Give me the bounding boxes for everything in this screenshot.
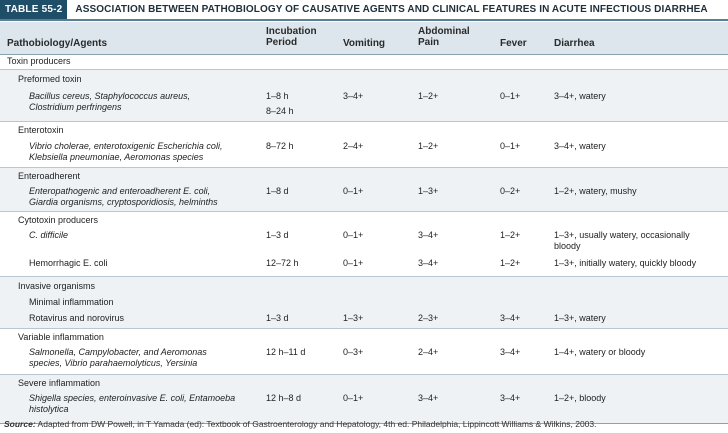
- pain-cell: 3–4+: [418, 393, 439, 403]
- table-title-bar: TABLE 55-2 ASSOCIATION BETWEEN PATHOBIOL…: [0, 0, 728, 21]
- table-row: Severe inflammation Shigella species, en…: [0, 374, 728, 424]
- diarrhea-cell: 3–4+, watery: [554, 91, 606, 101]
- table-row: Toxin producers: [0, 55, 728, 69]
- vomiting-cell: 0–1+: [343, 230, 364, 240]
- subcategory-label: Severe inflammation: [18, 378, 101, 388]
- source-note: Source: Adapted from DW Powell, in T Yam…: [4, 419, 596, 429]
- header-diarrhea: Diarrhea: [554, 38, 595, 49]
- subcategory-label: Preformed toxin: [18, 74, 82, 84]
- table-number: TABLE 55-2: [0, 0, 68, 19]
- diarrhea-cell: 1–2+, bloody: [554, 393, 606, 403]
- subcategory-label: Minimal inflammation: [29, 297, 114, 307]
- pain-cell: 1–3+: [418, 186, 439, 196]
- incubation-cell: 12 h–11 d: [266, 347, 306, 357]
- fever-cell: 3–4+: [500, 393, 521, 403]
- incubation-cell: 12–72 h: [266, 258, 299, 268]
- pain-cell: 2–4+: [418, 347, 439, 357]
- pain-cell: 1–2+: [418, 91, 439, 101]
- subcategory-label: Cytotoxin producers: [18, 215, 99, 225]
- table-body: Toxin producers Preformed toxin Bacillus…: [0, 55, 728, 424]
- agent-cell: Hemorrhagic E. coli: [29, 258, 108, 268]
- table-row: Variable inflammation Salmonella, Campyl…: [0, 328, 728, 374]
- diarrhea-cell: 1–3+, watery: [554, 313, 606, 323]
- table-row: Enterotoxin Vibrio cholerae, enterotoxig…: [0, 121, 728, 167]
- diarrhea-cell: 1–3+, initially watery, quickly bloody: [554, 258, 697, 268]
- incubation-cell: 1–3 d: [266, 313, 289, 323]
- header-vomiting: Vomiting: [343, 38, 386, 49]
- table-row: Preformed toxin Bacillus cereus, Staphyl…: [0, 69, 728, 121]
- source-text: Adapted from DW Powell, in T Yamada (ed)…: [35, 419, 597, 429]
- diarrhea-cell: 1–3+, usually watery, occasionally blood…: [554, 230, 690, 251]
- vomiting-cell: 0–1+: [343, 393, 364, 403]
- agent-cell: C. difficile: [29, 230, 69, 240]
- agent-cell: Bacillus cereus, Staphylococcus aureus, …: [29, 91, 191, 112]
- fever-cell: 0–2+: [500, 186, 521, 196]
- diarrhea-cell: 1–4+, watery or bloody: [554, 347, 646, 357]
- table-header: Pathobiology/Agents Incubation Period Vo…: [0, 22, 728, 55]
- fever-cell: 3–4+: [500, 313, 521, 323]
- agent-cell: Salmonella, Campylobacter, and Aeromonas…: [29, 347, 207, 368]
- table-title: ASSOCIATION BETWEEN PATHOBIOLOGY OF CAUS…: [75, 4, 708, 15]
- vomiting-cell: 1–3+: [343, 313, 364, 323]
- diarrhea-cell: 3–4+, watery: [554, 141, 606, 151]
- agent-cell: Shigella species, enteroinvasive E. coli…: [29, 393, 236, 414]
- source-label: Source:: [4, 419, 36, 429]
- vomiting-cell: 0–1+: [343, 186, 364, 196]
- pain-cell: 2–3+: [418, 313, 439, 323]
- vomiting-cell: 2–4+: [343, 141, 364, 151]
- vomiting-cell: 0–1+: [343, 258, 364, 268]
- pain-cell: 3–4+: [418, 230, 439, 240]
- pain-cell: 3–4+: [418, 258, 439, 268]
- fever-cell: 0–1+: [500, 141, 521, 151]
- header-fever: Fever: [500, 38, 527, 49]
- table-row: Invasive organisms Minimal inflammation …: [0, 276, 728, 328]
- diarrhea-cell: 1–2+, watery, mushy: [554, 186, 637, 196]
- agent-cell: Vibrio cholerae, enterotoxigenic Escheri…: [29, 141, 223, 162]
- pain-cell: 1–2+: [418, 141, 439, 151]
- agent-cell: Enteropathogenic and enteroadherent E. c…: [29, 186, 218, 207]
- header-incubation: Incubation Period: [266, 26, 317, 48]
- subcategory-label: Enterotoxin: [18, 125, 64, 135]
- agent-cell: Rotavirus and norovirus: [29, 313, 125, 323]
- subcategory-label: Variable inflammation: [18, 332, 104, 342]
- header-agents: Pathobiology/Agents: [7, 38, 107, 49]
- incubation-cell: 1–3 d: [266, 230, 289, 240]
- fever-cell: 3–4+: [500, 347, 521, 357]
- incubation-cell: 8–72 h: [266, 141, 294, 151]
- fever-cell: 1–2+: [500, 230, 521, 240]
- incubation-cell: 12 h–8 d: [266, 393, 302, 403]
- vomiting-cell: 0–3+: [343, 347, 364, 357]
- incubation-cell: 1–8 d: [266, 186, 289, 196]
- subcategory-label: Enteroadherent: [18, 171, 81, 181]
- table-row: Cytotoxin producers C. difficile 1–3 d 0…: [0, 211, 728, 276]
- fever-cell: 1–2+: [500, 258, 521, 268]
- header-abdominal-pain: Abdominal Pain: [418, 26, 470, 48]
- subcategory-label: Invasive organisms: [18, 281, 96, 291]
- incubation-cell: 1–8 h 8–24 h: [266, 91, 294, 116]
- category-label: Toxin producers: [7, 56, 71, 66]
- fever-cell: 0–1+: [500, 91, 521, 101]
- vomiting-cell: 3–4+: [343, 91, 364, 101]
- table-row: Enteroadherent Enteropathogenic and ente…: [0, 167, 728, 211]
